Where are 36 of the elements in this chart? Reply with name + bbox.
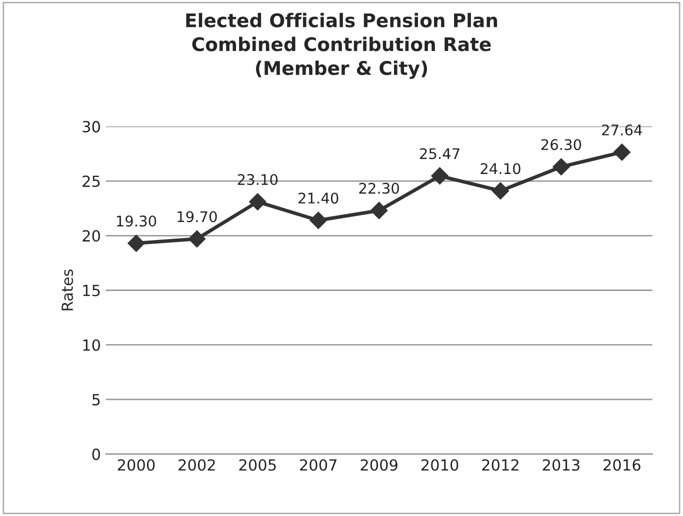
- x-tick-label: 2007: [300, 459, 336, 471]
- x-tick-label: 2010: [421, 459, 458, 471]
- point: [310, 212, 327, 229]
- x-tick-label: 2012: [482, 459, 518, 471]
- data-label: 27.64: [602, 124, 642, 136]
- point: [492, 182, 510, 200]
- point: [188, 230, 206, 248]
- y-tick-label: 30: [82, 120, 100, 132]
- point: [552, 158, 570, 176]
- data-label: 21.40: [298, 192, 338, 204]
- x-tick-label: 2000: [118, 459, 155, 471]
- point: [370, 202, 388, 220]
- data-label: 19.70: [178, 211, 217, 222]
- x-tick-label: 2002: [178, 459, 215, 471]
- y-tick-label: 10: [83, 339, 100, 351]
- point: [431, 167, 448, 184]
- y-tick-label: 0: [92, 448, 100, 460]
- x-tick-label: 2016: [604, 459, 640, 471]
- data-label: 24.10: [480, 163, 520, 174]
- y-axis-title: Rates: [62, 270, 74, 310]
- point: [128, 234, 145, 252]
- x-tick-label: 2005: [239, 459, 276, 471]
- y-tick-label: 5: [92, 394, 100, 406]
- data-label: 22.30: [359, 182, 399, 194]
- y-tick-label: 20: [82, 230, 100, 242]
- x-tick-label: 2009: [360, 459, 398, 471]
- data-label: 19.30: [116, 216, 156, 227]
- data-label: 26.30: [541, 139, 582, 150]
- point: [613, 144, 630, 161]
- x-tick-label: 2013: [542, 459, 580, 471]
- data-label: 23.10: [238, 174, 278, 186]
- y-tick-label: 25: [82, 175, 100, 188]
- chart-title: Elected Officials Pension Plan Combined Contribution Rate (Member & City): [186, 12, 498, 79]
- point: [249, 193, 266, 210]
- data-label: 25.47: [420, 148, 460, 160]
- y-tick-label: 15: [83, 284, 100, 296]
